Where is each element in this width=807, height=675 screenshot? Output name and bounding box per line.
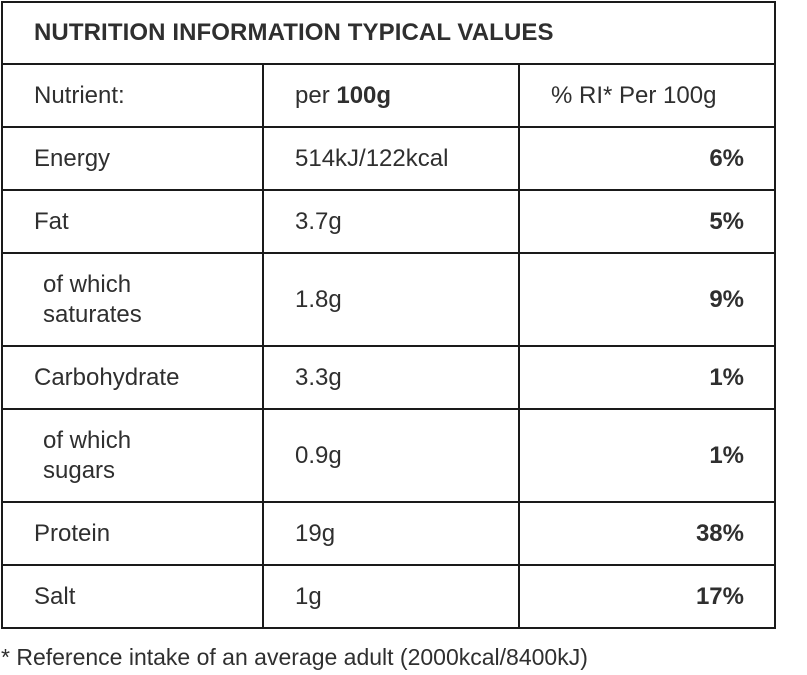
ri-value: 9% bbox=[519, 253, 774, 347]
per-100g-value: 19g bbox=[263, 502, 520, 566]
ri-value: 5% bbox=[519, 190, 774, 254]
nutrient-name: Salt bbox=[3, 565, 264, 627]
table-row: Salt 1g 17% bbox=[3, 565, 774, 627]
table-row: Protein 19g 38% bbox=[3, 502, 774, 566]
nutrient-name-line1: of which bbox=[43, 270, 132, 298]
table-row: Carbohydrate 3.3g 1% bbox=[3, 346, 774, 410]
table-row: of which sugars 0.9g 1% bbox=[3, 409, 774, 503]
per-100g-value: 3.3g bbox=[263, 346, 520, 410]
header-nutrient: Nutrient: bbox=[3, 65, 264, 128]
per-100g-value: 3.7g bbox=[263, 190, 520, 254]
per-100g-value: 1.8g bbox=[263, 253, 520, 347]
ri-value: 1% bbox=[519, 409, 774, 503]
per-100g-value: 1g bbox=[263, 565, 520, 627]
ri-value: 17% bbox=[695, 582, 744, 610]
nutrient-name-line2: sugars bbox=[43, 456, 116, 484]
nutrient-name: of which sugars bbox=[3, 409, 264, 503]
nutrient-name-line2: saturates bbox=[43, 300, 142, 328]
nutrient-name: Energy bbox=[3, 127, 264, 191]
per-100g-value: 514kJ/122kcal bbox=[263, 127, 520, 191]
nutrition-table: Nutrient: per 100g % RI* Per 100g Energy… bbox=[3, 65, 774, 627]
nutrient-name-line1: of which bbox=[43, 426, 132, 454]
nutrient-name: Carbohydrate bbox=[3, 346, 264, 410]
nutrient-name: Fat bbox=[3, 190, 264, 254]
table-row: of which saturates 1.8g 9% bbox=[3, 253, 774, 347]
header-per-amount: 100g bbox=[336, 81, 392, 109]
header-per-prefix: per bbox=[295, 81, 337, 109]
footnote: * Reference intake of an average adult (… bbox=[1, 644, 588, 670]
nutrition-panel: NUTRITION INFORMATION TYPICAL VALUES Nut… bbox=[1, 1, 776, 629]
table-row: Fat 3.7g 5% bbox=[3, 190, 774, 254]
ri-value: 1% bbox=[519, 346, 774, 410]
header-row: Nutrient: per 100g % RI* Per 100g bbox=[3, 65, 774, 128]
per-100g-value: 0.9g bbox=[263, 409, 520, 503]
nutrient-name: Protein bbox=[3, 502, 264, 566]
nutrient-name: of which saturates bbox=[3, 253, 264, 347]
ri-value: 38% bbox=[519, 502, 774, 566]
header-per-100g: per 100g bbox=[263, 65, 520, 128]
header-ri: % RI* Per 100g bbox=[519, 65, 774, 128]
ri-value: 6% bbox=[519, 127, 774, 191]
table-row: Energy 514kJ/122kcal 6% bbox=[3, 127, 774, 191]
table-title: NUTRITION INFORMATION TYPICAL VALUES bbox=[3, 3, 774, 65]
